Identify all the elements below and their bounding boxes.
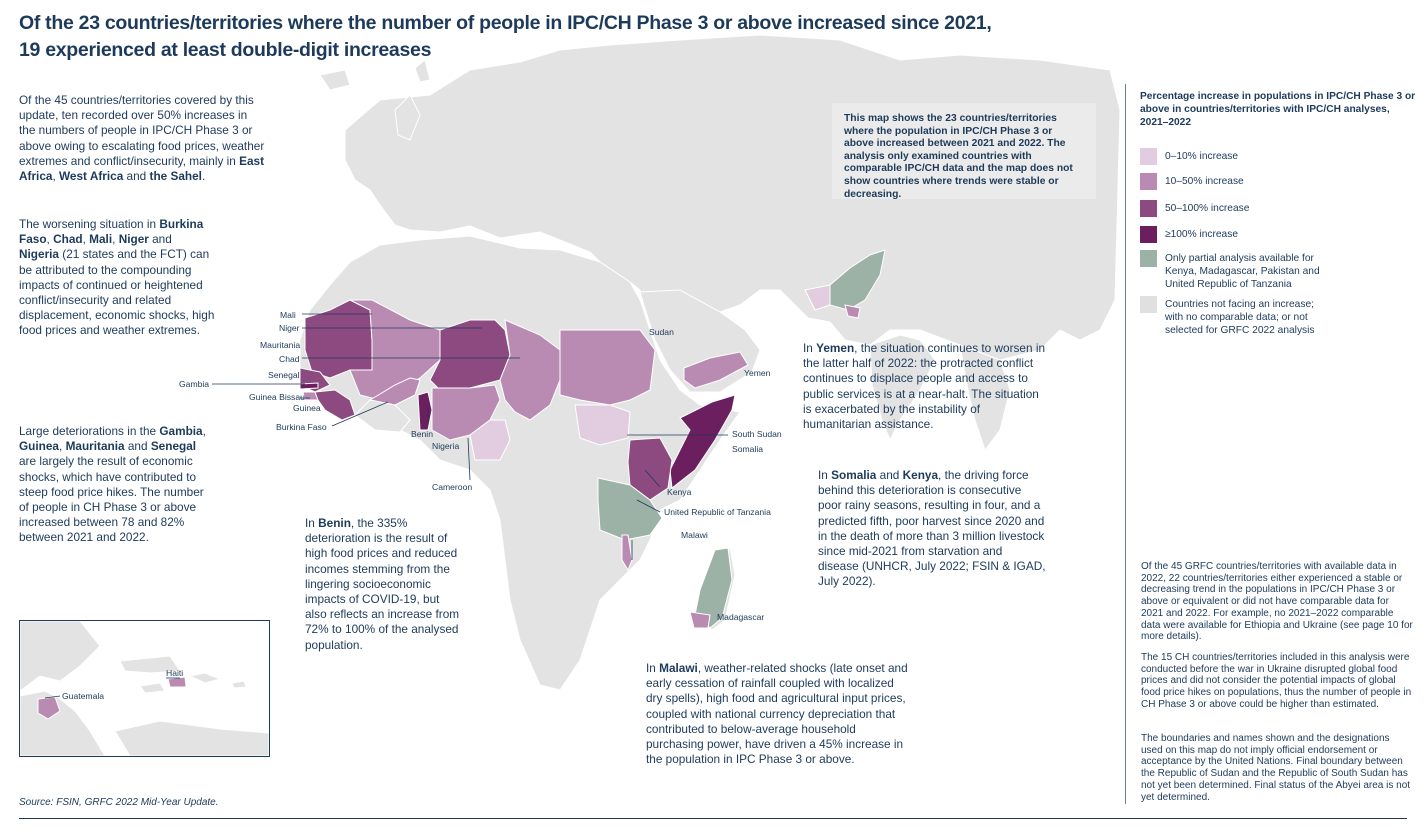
land-seasia <box>959 344 1011 452</box>
label-mauritania: Mauritania <box>260 340 300 350</box>
madagascar-south-shape <box>689 611 711 629</box>
legend-label: Only partial analysis available for Keny… <box>1165 253 1320 290</box>
cote-ghana-shape <box>354 399 411 433</box>
inset-map-svg: Haiti Guatemala <box>20 621 269 756</box>
south-sudan-shape <box>574 404 631 446</box>
divider <box>1125 84 1126 804</box>
paragraph-somalia-kenya: In Somalia and Kenya, the driving force … <box>818 468 1046 589</box>
legend-swatch <box>1140 296 1157 313</box>
label-malawi: Malawi <box>681 530 708 540</box>
side-note-1: Of the 45 GRFC countries/territories wit… <box>1141 561 1413 643</box>
label-benin: Benin <box>411 429 433 439</box>
paragraph-malawi: In Malawi, weather-related shocks (late … <box>646 661 908 767</box>
side-note-2: The 15 CH countries/territories included… <box>1141 652 1412 710</box>
pakistan-region2-shape <box>844 304 861 319</box>
legend-title: Percentage increase in populations in IP… <box>1140 91 1416 128</box>
paragraph-gambia-guinea: Large deteriorations in the Gambia, Guin… <box>19 424 206 545</box>
label-somalia: Somalia <box>732 444 763 454</box>
gambia-shape <box>299 382 319 390</box>
legend-swatch <box>1140 200 1157 217</box>
niger-shape <box>429 319 511 391</box>
sudan-shape <box>559 329 656 406</box>
inset-map: Haiti Guatemala <box>19 620 270 757</box>
inset-haiti-shape <box>167 676 187 688</box>
legend-swatch <box>1140 226 1157 243</box>
pakistan-shape <box>829 249 886 311</box>
label-nigeria: Nigeria <box>432 441 459 451</box>
label-south-sudan: South Sudan <box>732 429 782 439</box>
side-note-3: The boundaries and names shown and the d… <box>1141 733 1411 803</box>
legend-label: 50–100% increase <box>1165 203 1250 214</box>
legend: Percentage increase in populations in IP… <box>1140 90 1420 336</box>
madagascar-shape <box>694 547 733 629</box>
benin-shape <box>417 391 433 431</box>
label-guinea-bissau: Guinea Bissau <box>249 392 305 402</box>
legend-label: ≥100% increase <box>1165 229 1238 240</box>
guinea-shape <box>314 389 356 421</box>
label-cameroon: Cameroon <box>432 482 472 492</box>
cameroon-shape <box>469 419 511 461</box>
malawi-shape <box>621 534 633 572</box>
label-tanzania: United Republic of Tanzania <box>664 507 771 517</box>
tanzania-shape <box>597 477 663 541</box>
kenya-shape <box>627 437 673 501</box>
source-note: Source: FSIN, GRFC 2022 Mid-Year Update. <box>19 797 219 808</box>
map-note-text: This map shows the 23 countries/territor… <box>844 113 1073 200</box>
label-guinea: Guinea <box>293 403 321 413</box>
paragraph-benin: In Benin, the 335% deterioration is the … <box>305 516 460 652</box>
legend-label: 10–50% increase <box>1165 176 1244 187</box>
page-title: Of the 23 countries/territories where th… <box>19 10 1039 64</box>
title-line-2: 19 experienced at least double-digit inc… <box>19 39 432 61</box>
legend-swatch <box>1140 173 1157 190</box>
legend-label: 0–10% increase <box>1165 151 1239 162</box>
legend-swatch <box>1140 148 1157 165</box>
chad-shape <box>499 319 561 421</box>
land-india <box>869 334 936 442</box>
map-note-box: This map shows the 23 countries/territor… <box>832 103 1096 200</box>
label-yemen: Yemen <box>744 368 771 378</box>
title-line-1: Of the 23 countries/territories where th… <box>19 12 992 34</box>
label-senegal: Senegal <box>268 370 300 380</box>
pakistan-region-shape <box>804 284 831 311</box>
legend-swatch <box>1140 250 1157 267</box>
label-gambia: Gambia <box>179 379 209 389</box>
paragraph-sahel: The worsening situation in Burkina Faso,… <box>19 217 215 338</box>
label-haiti: Haiti <box>166 668 183 678</box>
label-sudan: Sudan <box>649 327 674 337</box>
label-burkina-faso: Burkina Faso <box>276 422 327 432</box>
yemen-shape <box>683 351 749 389</box>
paragraph-yemen: In Yemen, the situation continues to wor… <box>803 341 1046 432</box>
label-guatemala: Guatemala <box>62 691 104 701</box>
label-madagascar: Madagascar <box>717 612 764 622</box>
legend-label: Countries not facing an increase; with n… <box>1165 299 1315 336</box>
label-mali: Mali <box>280 310 296 320</box>
label-kenya: Kenya <box>667 487 692 497</box>
label-chad: Chad <box>279 354 300 364</box>
paragraph-overview: Of the 45 countries/territories covered … <box>19 93 265 184</box>
bottom-rule <box>19 818 1407 819</box>
somalia-shape <box>669 394 736 489</box>
label-niger: Niger <box>279 323 300 333</box>
